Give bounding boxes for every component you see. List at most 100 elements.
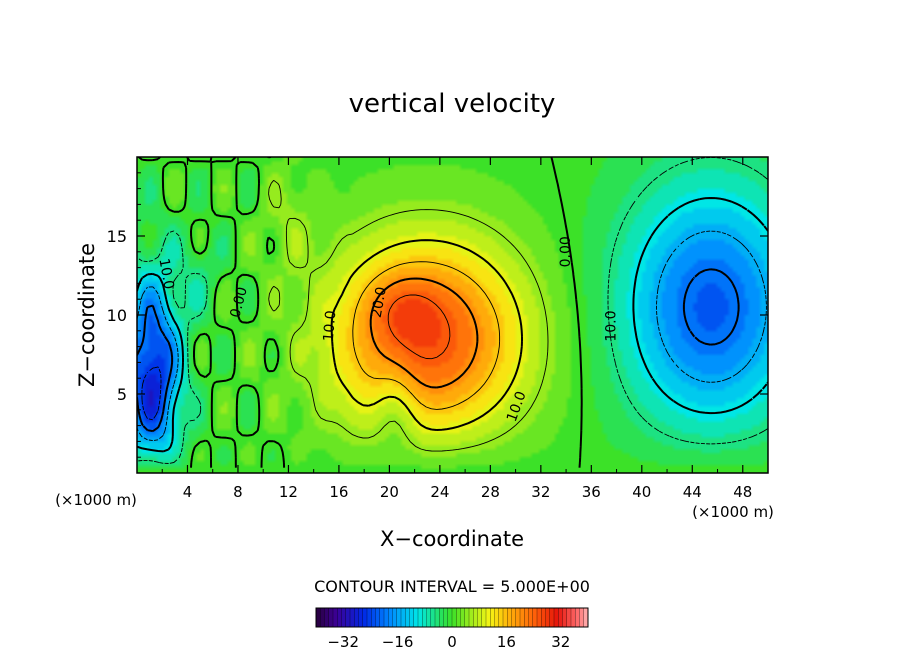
colorbar-cell <box>460 607 466 628</box>
contour-label: 10.0 <box>321 310 340 342</box>
colorbar-cell <box>417 607 423 628</box>
colorbar-cell <box>575 607 580 628</box>
x-tick-label: 40 <box>632 483 651 501</box>
colorbar-cell <box>553 607 559 628</box>
x-tick-label: 12 <box>279 483 298 501</box>
colorbar-cell <box>392 607 398 628</box>
colorbar-cell <box>494 607 500 628</box>
contour-line-neg15 <box>137 230 767 442</box>
colorbar-cell <box>507 607 512 628</box>
x-tick-label: 20 <box>380 483 399 501</box>
colorbar-cell <box>426 607 432 628</box>
colorbar-cell <box>532 607 538 628</box>
x-tick-label: 36 <box>582 483 601 501</box>
colorbar-cell <box>439 607 444 628</box>
colorbar-cell <box>396 607 402 628</box>
contour-line-25 <box>387 294 451 360</box>
x-tick-label: 4 <box>183 483 193 501</box>
y-axis-label: Z−coordinate <box>75 243 99 387</box>
colorbar-cell <box>579 607 585 628</box>
colorbar-tick-label: 0 <box>447 633 457 651</box>
contour-label: 0.00 <box>558 236 574 267</box>
colorbar-cell <box>502 607 508 628</box>
colorbar-cell <box>362 607 368 628</box>
colorbar-cell <box>456 607 461 628</box>
colorbar-cell <box>409 607 415 628</box>
colorbar-ticks: −32 −16 0 16 32 <box>327 633 570 651</box>
velocity-field-image <box>137 157 768 473</box>
colorbar-cell <box>490 607 495 628</box>
colorbar-cell <box>451 607 457 628</box>
y-axis: 5 10 15 <box>107 172 768 458</box>
colorbar-cell <box>570 607 576 628</box>
colorbar-cell <box>383 607 389 628</box>
contour-label: 20.0 <box>369 286 390 319</box>
colorbar-cell <box>481 607 487 628</box>
x-tick-label: 16 <box>329 483 348 501</box>
x-axis-label: X−coordinate <box>380 527 524 551</box>
x-axis: 4 8 12 16 20 24 28 32 36 40 44 48 <box>161 157 752 501</box>
colorbar-cell <box>473 607 478 628</box>
contour-line-0 <box>137 157 583 468</box>
colorbar-cell <box>464 607 470 628</box>
colorbar-cell <box>562 607 568 628</box>
colorbar-cell <box>354 607 359 628</box>
contour-line-neg25 <box>141 366 162 421</box>
colorbar: −32 −16 0 16 32 <box>315 607 589 651</box>
x-tick-label: 44 <box>683 483 702 501</box>
x-unit-right: (×1000 m) <box>692 503 774 521</box>
colorbar-cell <box>515 607 521 628</box>
colorbar-cell <box>349 607 355 628</box>
colorbar-cell <box>324 607 330 628</box>
contour-label: 0.00 <box>227 285 251 319</box>
x-unit-left: (×1000 m) <box>55 491 137 509</box>
colorbar-tick-label: −16 <box>382 633 414 651</box>
colorbar-cell <box>400 607 406 628</box>
x-tick-label: 32 <box>531 483 550 501</box>
colorbar-cell <box>558 607 563 628</box>
colorbar-cell <box>541 607 546 628</box>
contour-line-5 <box>268 179 549 452</box>
contour-label: 10.0 <box>155 257 176 290</box>
chart-title: vertical velocity <box>349 89 556 119</box>
colorbar-tick-label: 16 <box>497 633 516 651</box>
x-tick-label: 8 <box>233 483 243 501</box>
colorbar-cell <box>536 607 542 628</box>
colorbar-cell <box>528 607 534 628</box>
contour-interval-text: CONTOUR INTERVAL = 5.000E+00 <box>314 577 590 596</box>
colorbar-cell <box>345 607 351 628</box>
colorbar-cell <box>388 607 393 628</box>
colorbar-cell <box>341 607 347 628</box>
y-tick-label: 15 <box>107 227 127 246</box>
colorbar-cell <box>422 607 427 628</box>
contour-line-neg10 <box>137 197 768 453</box>
colorbar-tick-label: −32 <box>327 633 359 651</box>
contour-line-15 <box>352 261 501 410</box>
x-tick-label: 48 <box>733 483 752 501</box>
x-tick-label: 24 <box>430 483 449 501</box>
colorbar-cell <box>434 607 440 628</box>
colorbar-frame <box>315 607 589 628</box>
colorbar-cell <box>328 607 334 628</box>
colorbar-cell <box>315 607 321 628</box>
colorbar-cell <box>375 607 381 628</box>
contour-line-20 <box>369 277 479 389</box>
contour-line-neg5 <box>137 157 768 464</box>
colorbar-cell <box>413 607 419 628</box>
contour-line-10 <box>330 239 523 431</box>
colorbar-cell <box>405 607 410 628</box>
contour-line-neg20 <box>137 268 740 433</box>
colorbar-cell <box>337 607 342 628</box>
colorbar-cell <box>332 607 338 628</box>
colorbar-cell <box>379 607 385 628</box>
colorbar-cell <box>549 607 555 628</box>
colorbar-cell <box>524 607 529 628</box>
colorbar-cell <box>545 607 551 628</box>
y-tick-label: 10 <box>107 306 127 325</box>
colorbar-cell <box>430 607 436 628</box>
x-tick-label: 28 <box>481 483 500 501</box>
colorbar-cell <box>511 607 517 628</box>
contour-label: 10.0 <box>604 310 620 341</box>
